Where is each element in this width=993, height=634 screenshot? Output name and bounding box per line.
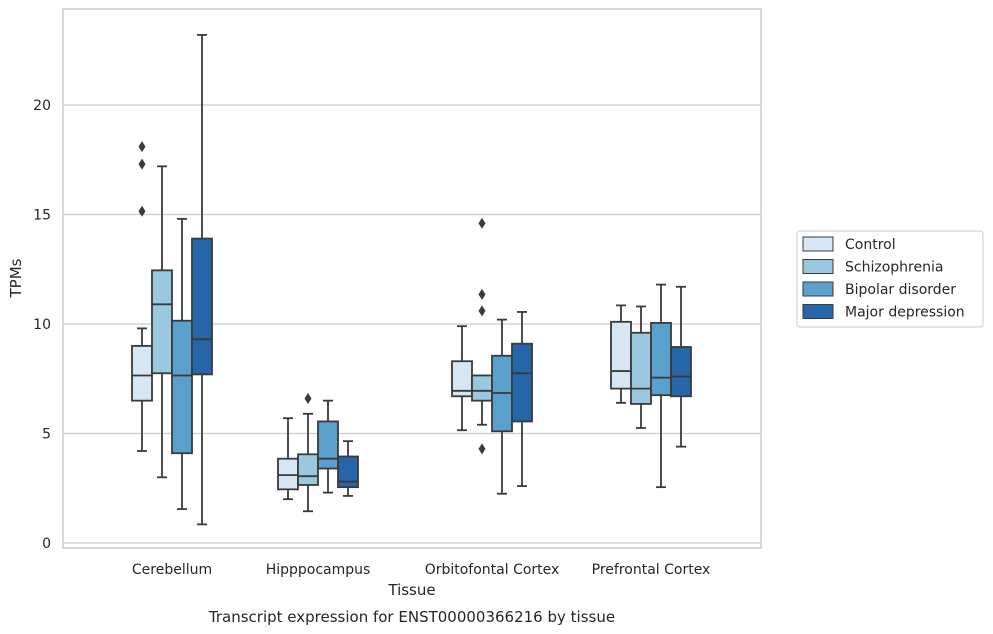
- iqr-box: [131, 344, 153, 402]
- y-axis-ticks: 0 5 10 15 20: [33, 98, 51, 552]
- box-schizophrenia: [471, 217, 493, 455]
- legend-label: Control: [845, 237, 896, 253]
- iqr-box: [610, 320, 632, 390]
- legend-swatch: [802, 259, 834, 274]
- legend-label: Bipolar disorder: [845, 282, 956, 298]
- box-schizophrenia: [151, 165, 173, 479]
- box-bipolar-disorder: [171, 217, 193, 510]
- y-tick-label: 15: [33, 208, 51, 224]
- x-axis-title: Tissue: [387, 581, 435, 599]
- outlier-point: [138, 141, 146, 153]
- iqr-box: [670, 346, 692, 398]
- box-major-depression: [337, 440, 359, 497]
- legend-swatch: [802, 304, 834, 319]
- y-tick-label: 0: [42, 536, 51, 552]
- box-major-depression: [670, 285, 692, 448]
- y-tick-label: 10: [33, 317, 51, 333]
- box-schizophrenia: [297, 392, 319, 513]
- legend-swatch: [802, 236, 834, 252]
- legend-label: Schizophrenia: [845, 260, 943, 276]
- iqr-box: [191, 237, 213, 376]
- iqr-box: [511, 342, 533, 423]
- iqr-box: [297, 453, 319, 486]
- iqr-box: [277, 457, 299, 491]
- x-tick-label: Orbitofontal Cortex: [425, 562, 560, 578]
- legend: Control Schizophrenia Bipolar disorder Majo…: [796, 230, 984, 328]
- outlier-point: [478, 288, 486, 300]
- legend-frame: [796, 230, 984, 328]
- outlier-point: [478, 217, 486, 229]
- box-major-depression: [511, 311, 533, 487]
- outlier-point: [478, 443, 486, 455]
- outlier-point: [478, 305, 486, 317]
- box-bipolar-disorder: [491, 318, 513, 495]
- x-tick-label: Cerebellum: [132, 562, 212, 578]
- iqr-box: [650, 322, 672, 397]
- y-tick-label: 5: [42, 427, 51, 443]
- legend-label: Major depression: [845, 305, 965, 321]
- chart-caption: Transcript expression for ENST0000036621…: [208, 608, 615, 626]
- x-tick-label: Hipppocampus: [266, 562, 371, 578]
- box-bipolar-disorder: [317, 399, 339, 494]
- outlier-point: [138, 205, 146, 217]
- plot-area: [62, 8, 762, 549]
- iqr-box: [471, 374, 493, 402]
- box-major-depression: [191, 34, 213, 526]
- iqr-box: [630, 331, 652, 405]
- iqr-box: [151, 269, 173, 375]
- iqr-box: [337, 455, 359, 489]
- box-groups: [131, 34, 692, 526]
- outlier-point: [138, 158, 146, 170]
- outlier-point: [304, 392, 312, 404]
- box-control: [277, 417, 299, 501]
- iqr-box: [317, 420, 339, 470]
- box-control: [131, 141, 153, 452]
- y-axis-title: TPMs: [7, 258, 25, 298]
- legend-swatch: [802, 281, 834, 297]
- x-axis-ticks: Cerebellum Hipppocampus Orbitofontal Corte…: [132, 562, 710, 578]
- x-tick-label: Prefrontal Cortex: [592, 562, 711, 578]
- y-tick-label: 20: [33, 98, 51, 114]
- iqr-box: [171, 319, 193, 455]
